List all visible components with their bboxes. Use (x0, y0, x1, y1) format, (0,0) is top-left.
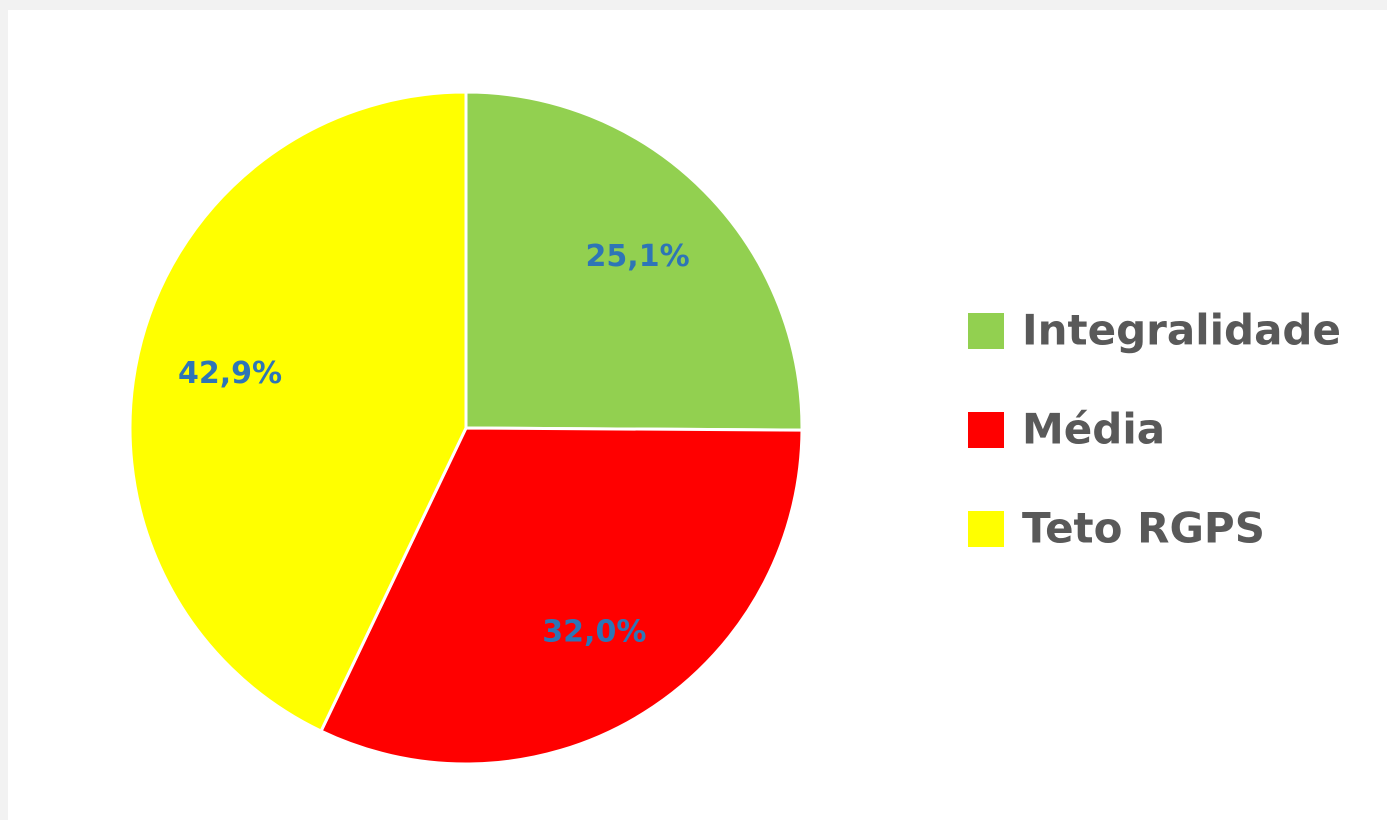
legend-swatch (968, 412, 1004, 448)
legend-label: Média (1022, 405, 1165, 454)
legend-label: Integralidade (1022, 306, 1341, 355)
data-label: 32,0% (542, 615, 646, 650)
pie-slice (464, 90, 804, 432)
legend-swatch (968, 511, 1004, 547)
data-label: 42,9% (178, 356, 282, 391)
legend-label: Teto RGPS (1022, 504, 1265, 553)
pie-slice (128, 90, 468, 734)
legend-swatch (968, 313, 1004, 349)
data-label: 25,1% (586, 239, 690, 274)
pie-slice (319, 426, 804, 766)
